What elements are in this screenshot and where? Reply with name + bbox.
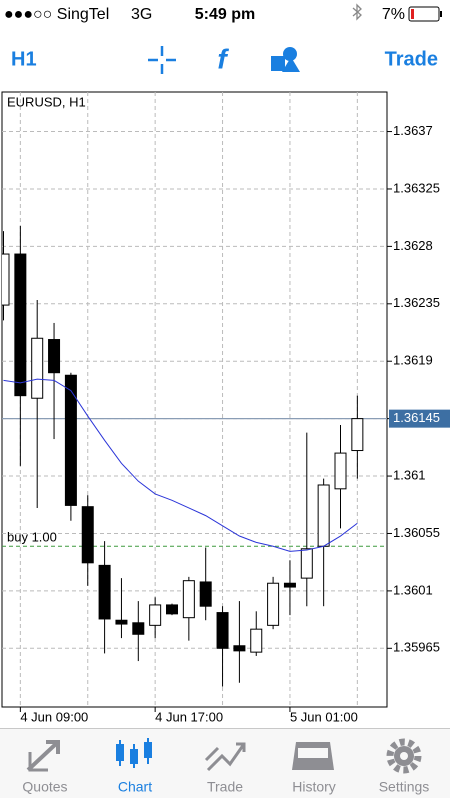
x-tick-label: 4 Jun 17:00 bbox=[155, 709, 223, 724]
settings-icon bbox=[386, 738, 422, 774]
y-tick-label: 1.3628 bbox=[393, 238, 433, 253]
y-tick-label: 1.361 bbox=[393, 467, 426, 482]
candle-body bbox=[300, 548, 313, 579]
quotes-icon bbox=[26, 740, 60, 772]
tab-label[interactable]: Settings bbox=[379, 779, 430, 795]
candle-body bbox=[31, 337, 44, 399]
tab-label[interactable]: History bbox=[292, 779, 336, 795]
y-tick-label: 1.36055 bbox=[393, 525, 440, 540]
y-tick-label: 1.35965 bbox=[393, 640, 440, 655]
candle-body bbox=[149, 604, 162, 626]
tab-label[interactable]: Chart bbox=[118, 779, 152, 795]
tab-label[interactable]: Quotes bbox=[22, 779, 67, 795]
crosshair-button[interactable] bbox=[148, 46, 176, 74]
candle-body bbox=[250, 628, 263, 653]
candle-body bbox=[132, 622, 145, 635]
y-tick-label: 1.36235 bbox=[393, 295, 440, 310]
y-tick-label: 1.36325 bbox=[393, 180, 440, 195]
y-tick-label: 1.36145 bbox=[393, 410, 440, 425]
chart-icon bbox=[116, 738, 152, 768]
timeframe-button[interactable]: H1 bbox=[11, 48, 37, 70]
network: 3G bbox=[131, 6, 152, 23]
battery-tip bbox=[440, 11, 442, 17]
candle-body bbox=[317, 484, 330, 547]
y-tick-label: 1.3637 bbox=[393, 123, 433, 138]
tab-bar bbox=[0, 728, 450, 798]
objects-button[interactable] bbox=[271, 47, 300, 72]
moving-average bbox=[3, 378, 358, 552]
candle-body bbox=[351, 418, 364, 452]
candle-body bbox=[233, 645, 246, 652]
plot-area bbox=[2, 92, 387, 707]
candle-body bbox=[334, 452, 347, 490]
indicators-button[interactable]: f bbox=[217, 43, 229, 74]
trade-button[interactable]: Trade bbox=[385, 48, 438, 70]
candle-body bbox=[216, 612, 229, 649]
bluetooth-icon bbox=[352, 3, 362, 21]
candle-body bbox=[98, 564, 111, 620]
bid-label-box bbox=[389, 409, 450, 428]
chart-title: EURUSD, H1 bbox=[7, 94, 86, 109]
candle-body bbox=[48, 339, 61, 374]
buy-label: buy 1.00 bbox=[7, 530, 57, 545]
candle-body bbox=[81, 506, 94, 564]
candle-body bbox=[182, 580, 195, 619]
battery-level: 7% bbox=[382, 6, 405, 23]
history-icon bbox=[292, 742, 334, 770]
candle-body bbox=[115, 619, 128, 625]
candle-body bbox=[283, 582, 296, 588]
battery-fill bbox=[411, 9, 414, 19]
clock: 5:49 pm bbox=[195, 6, 255, 23]
candle-body bbox=[199, 581, 212, 607]
candle-body bbox=[2, 253, 10, 306]
tab-label[interactable]: Trade bbox=[207, 779, 243, 795]
y-tick-label: 1.3619 bbox=[393, 353, 433, 368]
x-tick-label: 5 Jun 01:00 bbox=[290, 709, 358, 724]
battery-icon bbox=[408, 6, 440, 22]
candle-body bbox=[166, 604, 178, 615]
x-tick-label: 4 Jun 09:00 bbox=[20, 709, 88, 724]
candle-body bbox=[267, 582, 280, 626]
y-tick-label: 1.3601 bbox=[393, 582, 433, 597]
candle-body bbox=[64, 374, 77, 506]
candle-body bbox=[14, 253, 27, 397]
trade-icon bbox=[204, 742, 246, 772]
carrier: ●●●○○ SingTel bbox=[4, 6, 109, 23]
